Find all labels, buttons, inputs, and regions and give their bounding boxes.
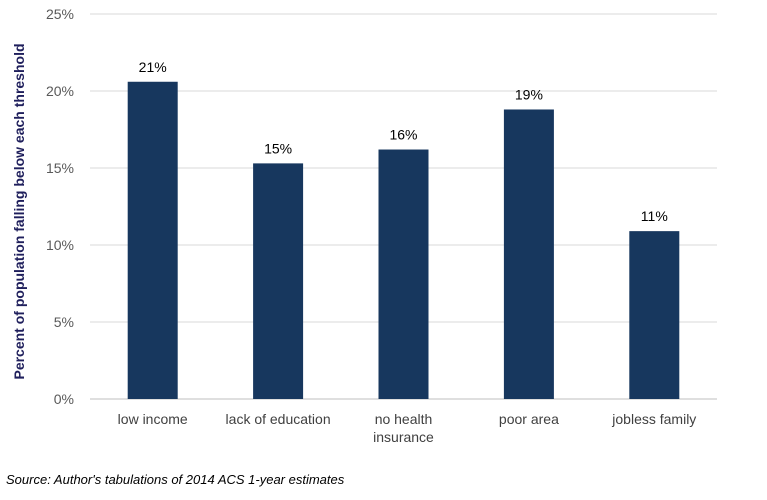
x-tick-label: no health insurance xyxy=(373,411,434,445)
y-tick-label: 25% xyxy=(46,6,74,22)
x-tick-label-line: low income xyxy=(118,411,188,427)
source-note: Source: Author's tabulations of 2014 ACS… xyxy=(6,472,345,487)
x-tick-label: jobless family xyxy=(611,411,696,427)
bar xyxy=(629,231,680,399)
bar xyxy=(127,81,178,399)
y-tick-label: 10% xyxy=(46,237,74,253)
data-labels: 21% 15% 16% 19% 11% xyxy=(139,59,668,224)
x-tick-label: poor area xyxy=(499,411,559,427)
data-label: 19% xyxy=(515,86,543,102)
x-tick-label-line: insurance xyxy=(373,429,434,445)
x-axis-ticks: low income lack of education no health insu… xyxy=(118,411,697,445)
y-tick-label: 15% xyxy=(46,160,74,176)
y-axis-label: Percent of population falling below each… xyxy=(11,43,27,379)
data-label: 11% xyxy=(641,208,668,224)
y-axis-ticks: 0% 5% 10% 15% 20% 25% xyxy=(46,6,74,407)
bars xyxy=(127,81,680,399)
x-tick-label-line: jobless family xyxy=(611,411,696,427)
y-tick-label: 0% xyxy=(54,391,74,407)
data-label: 15% xyxy=(264,140,292,156)
y-tick-label: 20% xyxy=(46,83,74,99)
x-tick-label-line: lack of education xyxy=(226,411,331,427)
x-tick-label-line: no health xyxy=(375,411,433,427)
bar xyxy=(503,109,554,399)
x-tick-label: low income xyxy=(118,411,188,427)
x-tick-label-line: poor area xyxy=(499,411,559,427)
bar xyxy=(253,163,304,399)
data-label: 21% xyxy=(139,59,167,75)
data-label: 16% xyxy=(389,127,417,143)
bar xyxy=(378,149,429,399)
x-tick-label: lack of education xyxy=(226,411,331,427)
y-tick-label: 5% xyxy=(54,314,74,330)
